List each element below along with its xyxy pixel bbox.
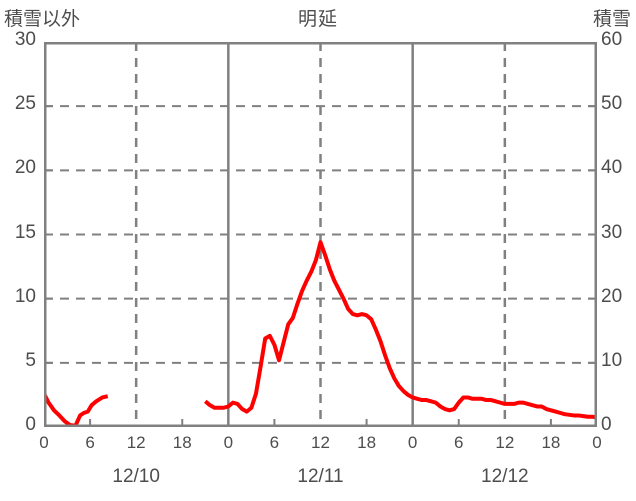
x-tick-label: 6 (454, 433, 464, 452)
right-axis-unit-label: 積雪 (592, 9, 631, 30)
plot-area (44, 42, 597, 427)
x-tick-label: 12 (311, 433, 330, 452)
left-y-tick-label: 15 (14, 221, 36, 243)
series-line-precipitation (44, 392, 109, 427)
right-y-tick-label: 20 (601, 285, 623, 307)
left-y-tick-label: 25 (14, 93, 36, 115)
left-y-tick-label: 10 (14, 285, 36, 307)
x-tick-label: 18 (172, 433, 192, 452)
x-tick-label: 12 (126, 433, 146, 452)
x-date-label: 12/12 (481, 466, 529, 487)
right-y-tick-label: 50 (601, 93, 623, 115)
left-axis-unit-label: 積雪以外 (4, 9, 81, 30)
right-y-tick-label: 30 (601, 221, 623, 243)
left-y-tick-label: 0 (25, 414, 36, 435)
x-tick-label: 0 (407, 433, 418, 452)
x-tick-label: 0 (39, 433, 49, 452)
x-tick-label: 12 (495, 433, 515, 452)
x-tick-label: 6 (269, 433, 280, 452)
right-y-tick-label: 60 (601, 29, 623, 50)
left-y-tick-label: 20 (14, 157, 36, 179)
x-tick-label: 18 (357, 433, 377, 452)
x-tick-label: 6 (85, 433, 95, 452)
right-y-tick-label: 0 (601, 414, 612, 435)
x-tick-label: 18 (541, 433, 561, 452)
series-line-precipitation (204, 240, 597, 420)
chart-title: 明延 (297, 9, 338, 30)
x-tick-label: 0 (223, 433, 234, 452)
right-y-tick-label: 10 (601, 349, 623, 371)
x-date-label: 12/10 (112, 466, 160, 487)
data-series-lines (44, 240, 597, 427)
left-y-tick-label: 30 (14, 29, 36, 50)
right-y-tick-label: 40 (601, 157, 623, 179)
gridlines (44, 42, 597, 427)
x-tick-label: 0 (592, 433, 602, 452)
chart-svg (44, 42, 597, 427)
left-y-tick-label: 5 (25, 349, 36, 371)
x-date-label: 12/11 (297, 466, 344, 487)
